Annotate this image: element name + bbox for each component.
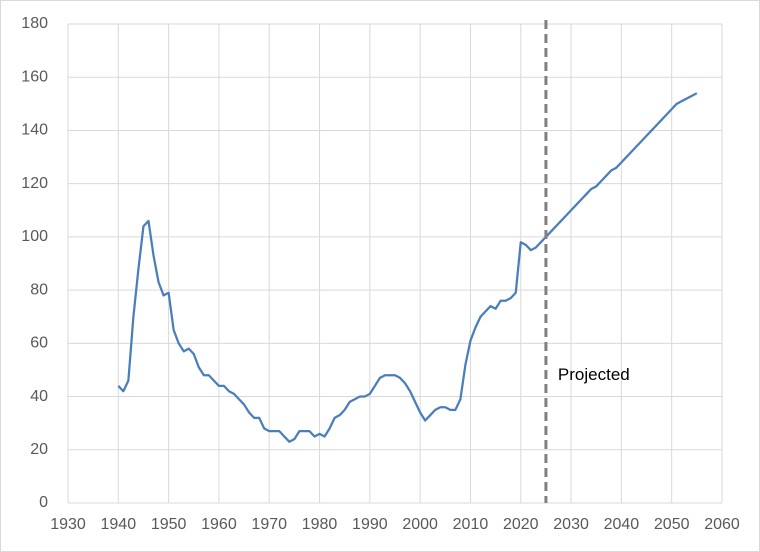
y-tick-label: 0: [39, 494, 48, 511]
x-tick-label: 1930: [50, 516, 86, 533]
x-tick-label: 2050: [654, 516, 690, 533]
x-tick-label: 2010: [453, 516, 489, 533]
annotation: Projected: [558, 365, 630, 384]
x-tick-label: 1980: [302, 516, 338, 533]
y-tick-label: 60: [30, 335, 48, 352]
x-tick-label: 1970: [251, 516, 287, 533]
y-tick-label: 20: [30, 441, 48, 458]
y-tick-label: 160: [21, 68, 48, 85]
y-tick-label: 80: [30, 281, 48, 298]
x-tick-label: 1990: [352, 516, 388, 533]
y-tick-label: 40: [30, 388, 48, 405]
x-tick-label: 2000: [402, 516, 438, 533]
x-tick-label: 1950: [151, 516, 187, 533]
y-tick-label: 140: [21, 122, 48, 139]
y-tick-label: 100: [21, 228, 48, 245]
x-tick-label: 1940: [101, 516, 137, 533]
x-tick-label: 2020: [503, 516, 539, 533]
x-tick-label: 2060: [704, 516, 740, 533]
y-tick-label: 180: [21, 15, 48, 32]
x-tick-label: 1960: [201, 516, 237, 533]
x-tick-label: 2040: [604, 516, 640, 533]
y-tick-label: 120: [21, 175, 48, 192]
data-line: [117, 92, 698, 443]
x-tick-label: 2030: [553, 516, 589, 533]
